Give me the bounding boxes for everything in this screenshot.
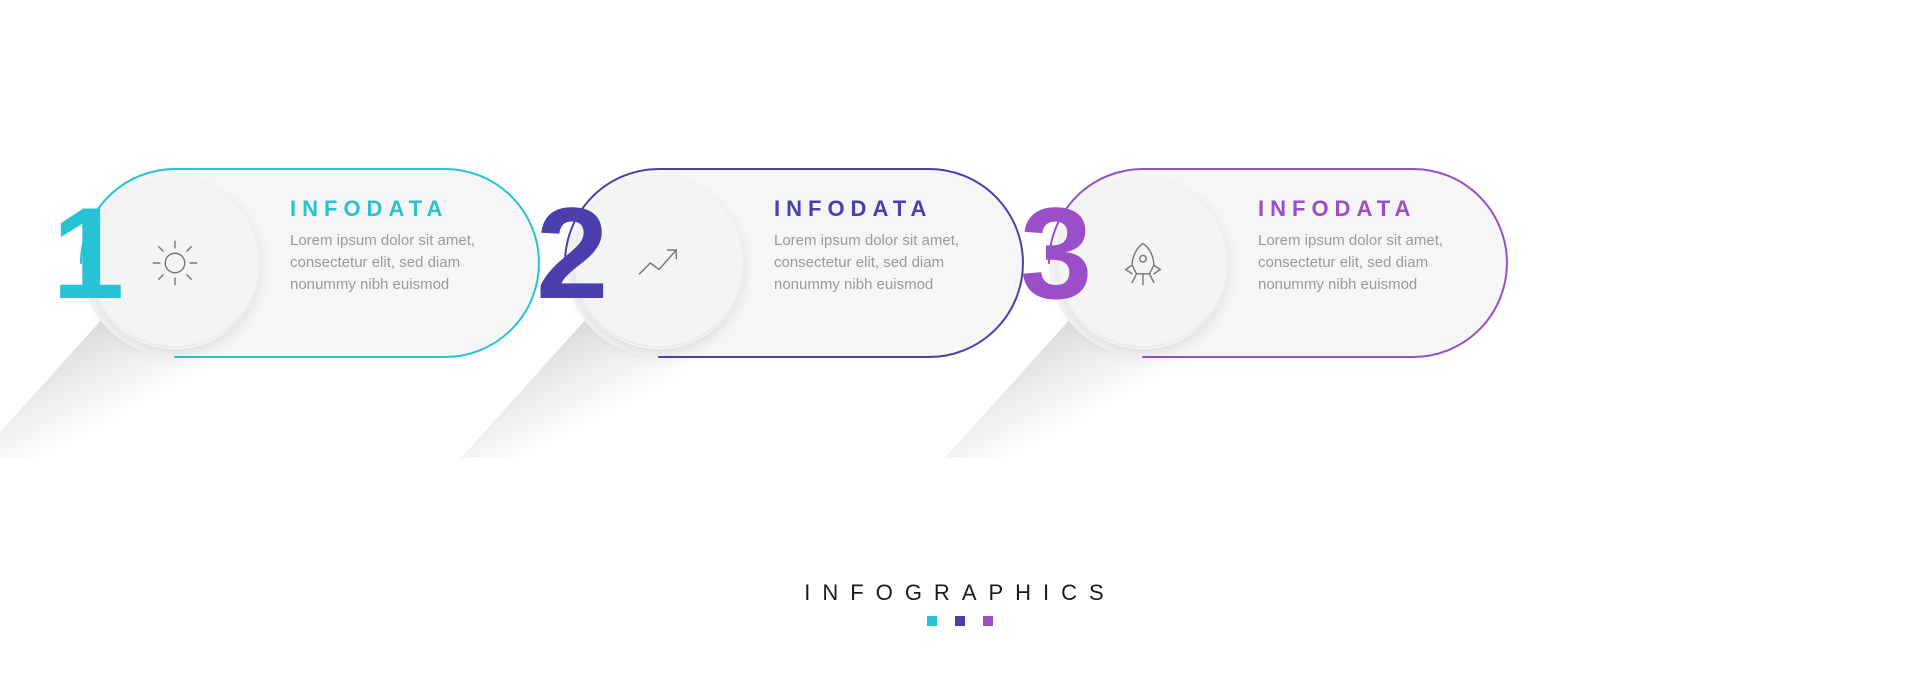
rocket-icon — [1117, 237, 1169, 289]
footer-square-3 — [983, 616, 993, 626]
step-title: INFODATA — [774, 196, 1009, 222]
step-1: 1 INFODATA Lorem ipsum dolor sit amet, c… — [80, 168, 540, 358]
lightbulb-icon — [149, 237, 201, 289]
step-title: INFODATA — [290, 196, 525, 222]
step-text: INFODATA Lorem ipsum dolor sit amet, con… — [1258, 196, 1493, 295]
footer-label: INFOGRAPHICS — [0, 580, 1920, 606]
footer-square-2 — [955, 616, 965, 626]
step-3: 3 INFODATA Lorem ipsum dolor sit amet, c… — [1048, 168, 1508, 358]
footer: INFOGRAPHICS — [0, 580, 1920, 626]
step-text: INFODATA Lorem ipsum dolor sit amet, con… — [774, 196, 1009, 295]
trend-up-icon — [633, 237, 685, 289]
step-number: 3 — [1020, 188, 1088, 318]
step-body: Lorem ipsum dolor sit amet, consectetur … — [1258, 230, 1493, 295]
infographic-stage: 1 INFODATA Lorem ipsum dolor sit amet, c… — [0, 0, 1920, 698]
footer-square-1 — [927, 616, 937, 626]
step-body: Lorem ipsum dolor sit amet, consectetur … — [290, 230, 525, 295]
step-number: 1 — [52, 188, 120, 318]
step-body: Lorem ipsum dolor sit amet, consectetur … — [774, 230, 1009, 295]
footer-dots — [0, 616, 1920, 626]
step-2: 2 INFODATA Lorem ipsum dolor sit amet, c… — [564, 168, 1024, 358]
step-number: 2 — [536, 188, 604, 318]
step-text: INFODATA Lorem ipsum dolor sit amet, con… — [290, 196, 525, 295]
step-title: INFODATA — [1258, 196, 1493, 222]
